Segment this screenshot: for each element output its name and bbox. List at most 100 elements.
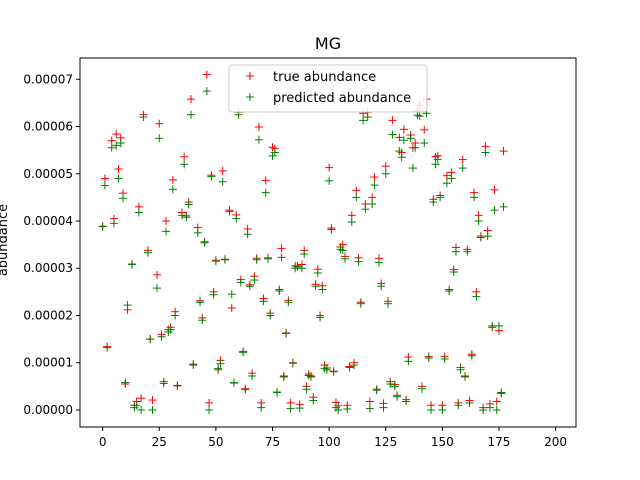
data-point — [295, 404, 304, 413]
data-point — [470, 193, 479, 202]
data-point — [395, 133, 404, 142]
data-point — [329, 367, 338, 376]
data-point — [454, 401, 463, 410]
data-point — [438, 405, 447, 414]
data-point — [393, 392, 402, 401]
data-point — [241, 385, 250, 394]
data-point — [465, 398, 474, 407]
x-tick-label: 75 — [265, 435, 280, 449]
data-point — [420, 139, 429, 148]
data-point — [177, 211, 186, 220]
series-0 — [98, 70, 508, 412]
data-point — [153, 270, 162, 279]
data-point — [277, 244, 286, 253]
data-point — [384, 299, 393, 308]
data-point — [205, 398, 214, 407]
data-point — [112, 141, 121, 150]
data-point — [345, 363, 354, 372]
data-point — [293, 262, 302, 271]
data-point — [232, 214, 241, 223]
data-point — [112, 130, 121, 139]
data-point — [322, 365, 331, 374]
data-point — [297, 264, 306, 273]
data-point — [268, 151, 277, 160]
y-tick-label: 0.00004 — [23, 214, 73, 228]
data-point — [320, 364, 329, 373]
data-point — [162, 227, 171, 236]
data-point — [365, 397, 374, 406]
data-point — [254, 135, 263, 144]
data-point — [354, 257, 363, 266]
data-point — [273, 388, 282, 397]
x-tick-label: 200 — [544, 435, 567, 449]
data-point — [143, 248, 152, 257]
data-point — [372, 386, 381, 395]
data-point — [325, 163, 334, 172]
data-point — [114, 174, 123, 183]
data-point — [492, 397, 501, 406]
data-point — [461, 372, 470, 381]
data-point — [479, 405, 488, 414]
data-point — [121, 378, 130, 387]
data-point — [476, 233, 485, 242]
data-point — [390, 382, 399, 391]
data-point — [442, 171, 451, 180]
data-point — [100, 174, 109, 183]
data-point — [168, 175, 177, 184]
data-point — [286, 404, 295, 413]
data-point — [230, 378, 239, 387]
data-point — [300, 250, 309, 259]
data-point — [243, 230, 252, 239]
data-point — [227, 290, 236, 299]
data-point — [98, 222, 107, 231]
data-point — [180, 152, 189, 161]
data-point — [374, 258, 383, 267]
data-point — [395, 147, 404, 156]
data-point — [205, 405, 214, 414]
data-point — [343, 405, 352, 414]
y-tick-label: 0.00007 — [23, 72, 73, 86]
data-point — [472, 292, 481, 301]
data-point — [146, 335, 155, 344]
data-point — [397, 153, 406, 162]
chart-title: MG — [315, 34, 341, 53]
data-point — [431, 160, 440, 169]
data-point — [257, 403, 266, 412]
data-point — [408, 164, 417, 173]
data-point — [198, 316, 207, 325]
data-point — [148, 405, 157, 414]
legend-marker-true — [246, 72, 254, 80]
data-point — [137, 394, 146, 403]
data-point — [166, 325, 175, 334]
y-axis: 0.00000 0.00001 0.00002 0.00003 0.00004 0.000… — [23, 72, 80, 417]
data-point — [284, 298, 293, 307]
data-point — [427, 405, 436, 414]
data-point — [467, 351, 476, 360]
data-point — [381, 162, 390, 171]
data-point — [186, 95, 195, 104]
data-point — [370, 173, 379, 182]
data-point — [216, 359, 225, 368]
data-point — [162, 217, 171, 226]
data-point — [488, 321, 497, 330]
data-point — [361, 205, 370, 214]
legend-label-predicted-abundance: predicted abundance — [273, 91, 411, 106]
x-tick-label: 175 — [488, 435, 511, 449]
data-point — [368, 199, 377, 208]
data-point — [270, 148, 279, 157]
y-axis-label: abundance — [0, 204, 11, 276]
data-point — [347, 217, 356, 226]
data-point — [377, 282, 386, 291]
data-point — [363, 113, 372, 122]
data-point — [211, 257, 220, 266]
x-tick-label: 100 — [318, 435, 341, 449]
data-point — [114, 165, 123, 174]
data-point — [492, 405, 501, 414]
data-point — [248, 371, 257, 380]
data-point — [202, 70, 211, 79]
data-point — [171, 311, 180, 320]
y-tick-label: 0.00001 — [23, 356, 73, 370]
x-tick-label: 150 — [431, 435, 454, 449]
data-point — [109, 219, 118, 228]
data-point — [463, 247, 472, 256]
